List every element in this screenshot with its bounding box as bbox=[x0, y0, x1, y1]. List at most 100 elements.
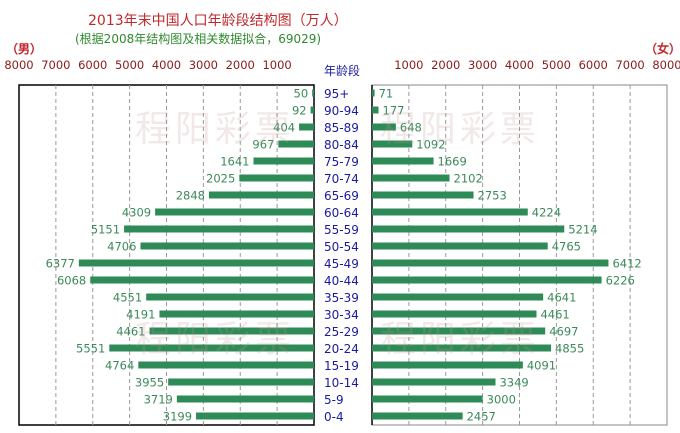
left-axis-tick-label: 1000 bbox=[262, 58, 292, 72]
female-value-label: 648 bbox=[400, 121, 422, 135]
age-group-header: 年龄段 bbox=[324, 64, 361, 78]
female-bar bbox=[372, 327, 546, 335]
female-bar bbox=[372, 225, 565, 233]
age-group-label: 70-74 bbox=[324, 172, 359, 186]
age-group-label: 80-84 bbox=[324, 138, 359, 152]
chart-title: 2013年末中国人口年龄段结构图（万人） bbox=[88, 13, 348, 29]
age-group-label: 25-29 bbox=[324, 325, 359, 339]
female-value-label: 4855 bbox=[555, 342, 584, 356]
female-value-label: 6226 bbox=[606, 274, 635, 288]
age-group-label: 85-89 bbox=[324, 121, 359, 135]
male-value-label: 5151 bbox=[91, 223, 120, 237]
left-axis-tick-label: 5000 bbox=[114, 58, 145, 72]
age-group-label: 15-19 bbox=[324, 359, 359, 373]
male-value-label: 6068 bbox=[57, 274, 86, 288]
age-group-label: 50-54 bbox=[324, 240, 359, 254]
female-bar bbox=[372, 344, 552, 352]
right-axis-tick-label: 8000 bbox=[652, 58, 680, 72]
female-value-label: 71 bbox=[379, 87, 394, 101]
right-axis-tick-label: 4000 bbox=[504, 58, 535, 72]
age-group-label: 10-14 bbox=[324, 376, 359, 390]
male-value-label: 4191 bbox=[126, 308, 155, 322]
male-value-label: 5551 bbox=[76, 342, 105, 356]
male-value-label: 50 bbox=[294, 87, 309, 101]
male-value-label: 1641 bbox=[220, 155, 249, 169]
male-bar bbox=[239, 174, 314, 182]
male-value-label: 4764 bbox=[105, 359, 134, 373]
female-value-label: 4697 bbox=[549, 325, 578, 339]
age-group-label: 0-4 bbox=[324, 410, 344, 424]
male-bar bbox=[176, 395, 314, 403]
right-axis-tick-label: 1000 bbox=[394, 58, 424, 72]
female-bar bbox=[372, 378, 496, 386]
left-axis-tick-label: 3000 bbox=[188, 58, 219, 72]
male-bar bbox=[138, 361, 314, 369]
male-value-label: 2848 bbox=[176, 189, 205, 203]
female-bar bbox=[372, 259, 609, 267]
male-value-label: 3955 bbox=[135, 376, 164, 390]
watermark: 程阳彩票 bbox=[135, 319, 296, 360]
male-bar bbox=[208, 191, 314, 199]
female-value-label: 6412 bbox=[612, 257, 641, 271]
right-axis-tick-label: 6000 bbox=[578, 58, 608, 72]
left-axis-tick-label: 7000 bbox=[41, 58, 71, 72]
female-value-label: 2753 bbox=[478, 189, 507, 203]
female-value-label: 3349 bbox=[499, 376, 528, 390]
male-bar bbox=[278, 140, 314, 148]
right-axis-tick-label: 3000 bbox=[467, 58, 498, 72]
left-axis-tick-label: 4000 bbox=[151, 58, 182, 72]
left-axis-tick-label: 2000 bbox=[225, 58, 255, 72]
right-axis-tick-label: 2000 bbox=[431, 58, 461, 72]
male-value-label: 92 bbox=[292, 104, 307, 118]
male-value-label: 2025 bbox=[206, 172, 235, 186]
female-bar bbox=[372, 395, 483, 403]
age-group-label: 75-79 bbox=[324, 155, 359, 169]
watermark: 程阳彩票 bbox=[380, 109, 541, 150]
age-group-label: 35-39 bbox=[324, 291, 359, 305]
male-bar bbox=[159, 310, 314, 318]
female-bar bbox=[372, 191, 474, 199]
male-value-label: 4551 bbox=[113, 291, 142, 305]
male-bar bbox=[146, 293, 314, 301]
age-group-label: 20-24 bbox=[324, 342, 359, 356]
male-bar bbox=[140, 242, 314, 250]
male-bar bbox=[196, 412, 314, 420]
age-group-label: 65-69 bbox=[324, 189, 359, 203]
age-group-label: 90-94 bbox=[324, 104, 359, 118]
age-group-label: 30-34 bbox=[324, 308, 359, 322]
male-bar bbox=[168, 378, 314, 386]
female-value-label: 4091 bbox=[527, 359, 556, 373]
male-bar bbox=[124, 225, 314, 233]
female-bar bbox=[372, 293, 544, 301]
male-bar bbox=[310, 106, 314, 114]
right-axis-tick-label: 7000 bbox=[615, 58, 645, 72]
female-series-label: （女） bbox=[645, 42, 680, 56]
male-bar bbox=[155, 208, 314, 216]
male-value-label: 404 bbox=[273, 121, 295, 135]
male-bar bbox=[149, 327, 314, 335]
age-group-label: 45-49 bbox=[324, 257, 359, 271]
female-value-label: 4461 bbox=[540, 308, 569, 322]
chart-subtitle: (根据2008年结构图及相关数据拟合，69029) bbox=[75, 32, 322, 46]
female-bar bbox=[372, 208, 528, 216]
female-bar bbox=[372, 174, 450, 182]
right-axis-tick-label: 5000 bbox=[541, 58, 572, 72]
female-bar bbox=[372, 361, 523, 369]
male-value-label: 4706 bbox=[107, 240, 136, 254]
male-bar bbox=[312, 89, 314, 97]
male-value-label: 4309 bbox=[122, 206, 151, 220]
age-group-label: 60-64 bbox=[324, 206, 359, 220]
female-value-label: 1092 bbox=[416, 138, 445, 152]
female-value-label: 1669 bbox=[438, 155, 467, 169]
male-value-label: 3719 bbox=[144, 393, 173, 407]
age-group-label: 95+ bbox=[324, 87, 349, 101]
male-bar bbox=[78, 259, 315, 267]
male-bar bbox=[90, 276, 315, 284]
female-bar bbox=[372, 157, 434, 165]
female-bar bbox=[372, 106, 379, 114]
female-bar bbox=[372, 412, 463, 420]
female-value-label: 4765 bbox=[552, 240, 581, 254]
female-bar bbox=[372, 310, 537, 318]
male-bar bbox=[109, 344, 314, 352]
